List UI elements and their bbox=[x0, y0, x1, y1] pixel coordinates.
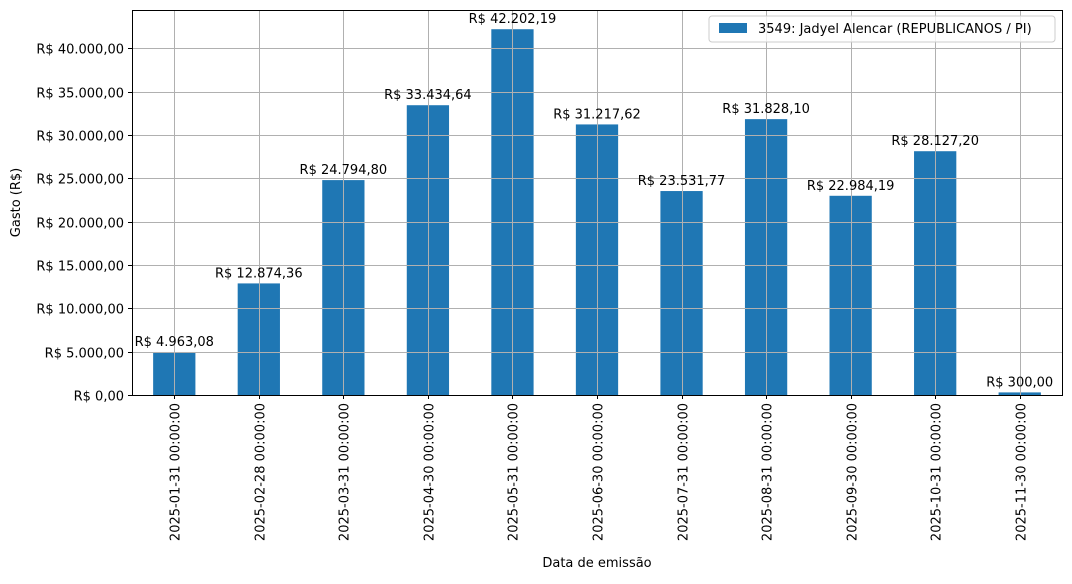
x-tick-label: 2025-10-31 00:00:00 bbox=[930, 403, 945, 541]
x-tick-label: 2025-04-30 00:00:00 bbox=[423, 403, 438, 541]
x-tick-label: 2025-08-31 00:00:00 bbox=[761, 403, 776, 541]
bar-value-labels: R$ 4.963,08 R$ 12.874,36 R$ 24.794,80 R$ 33… bbox=[135, 12, 1054, 390]
y-tick-label: R$ 10.000,00 bbox=[36, 303, 124, 318]
bar-value-label: R$ 23.531,77 bbox=[638, 174, 726, 189]
bar-value-label: R$ 42.202,19 bbox=[469, 12, 557, 27]
x-tick-label: 2025-05-31 00:00:00 bbox=[507, 403, 522, 541]
y-tick-label: R$ 0,00 bbox=[74, 390, 124, 405]
legend-label: 3549: Jadyel Alencar (REPUBLICANOS / PI) bbox=[758, 22, 1032, 37]
bar bbox=[237, 283, 280, 395]
bars bbox=[132, 10, 1062, 396]
bar-value-label: R$ 22.984,19 bbox=[807, 179, 895, 194]
bar-value-label: R$ 28.127,20 bbox=[891, 134, 979, 149]
legend: 3549: Jadyel Alencar (REPUBLICANOS / PI) bbox=[708, 15, 1056, 43]
x-tick-label: 2025-09-30 00:00:00 bbox=[846, 403, 861, 541]
bar-value-label: R$ 4.963,08 bbox=[135, 335, 214, 350]
x-tick-label: 2025-03-31 00:00:00 bbox=[338, 403, 353, 541]
y-tick-label: R$ 35.000,00 bbox=[36, 87, 124, 102]
bar bbox=[660, 191, 703, 395]
bar bbox=[406, 105, 450, 396]
bar-value-label: R$ 300,00 bbox=[986, 375, 1053, 390]
bar bbox=[998, 392, 1041, 395]
bar-value-label: R$ 31.217,62 bbox=[553, 107, 641, 122]
bar-value-label: R$ 24.794,80 bbox=[300, 163, 388, 178]
bar bbox=[829, 195, 872, 395]
bar-value-label: R$ 33.434,64 bbox=[384, 88, 472, 103]
x-tick-label: 2025-06-30 00:00:00 bbox=[592, 403, 607, 541]
bar-value-label: R$ 31.828,10 bbox=[722, 102, 810, 117]
legend-box bbox=[708, 15, 1056, 43]
y-tick-label: R$ 40.000,00 bbox=[36, 43, 124, 58]
y-tick-label: R$ 15.000,00 bbox=[36, 260, 124, 275]
bar-value-label: R$ 12.874,36 bbox=[215, 266, 303, 281]
legend-swatch bbox=[719, 23, 747, 33]
x-tick-label: 2025-11-30 00:00:00 bbox=[1015, 403, 1030, 541]
y-tick-label: R$ 25.000,00 bbox=[36, 173, 124, 188]
y-tick-label: R$ 20.000,00 bbox=[36, 217, 124, 232]
x-tick-label: 2025-01-31 00:00:00 bbox=[169, 403, 184, 541]
y-tick-label: R$ 5.000,00 bbox=[45, 347, 124, 362]
y-axis-ticks: R$ 0,00 R$ 5.000,00 R$ 10.000,00 R$ 15.000,… bbox=[36, 43, 132, 405]
x-tick-label: 2025-07-31 00:00:00 bbox=[677, 403, 692, 541]
y-tick-label: R$ 30.000,00 bbox=[36, 130, 124, 145]
y-axis-label: Gasto (R$) bbox=[9, 168, 24, 237]
x-axis-ticks: 2025-01-31 00:00:00 2025-02-28 00:00:00 20… bbox=[169, 395, 1030, 541]
x-tick-label: 2025-02-28 00:00:00 bbox=[254, 403, 269, 541]
x-axis-label: Data de emissão bbox=[542, 556, 651, 571]
